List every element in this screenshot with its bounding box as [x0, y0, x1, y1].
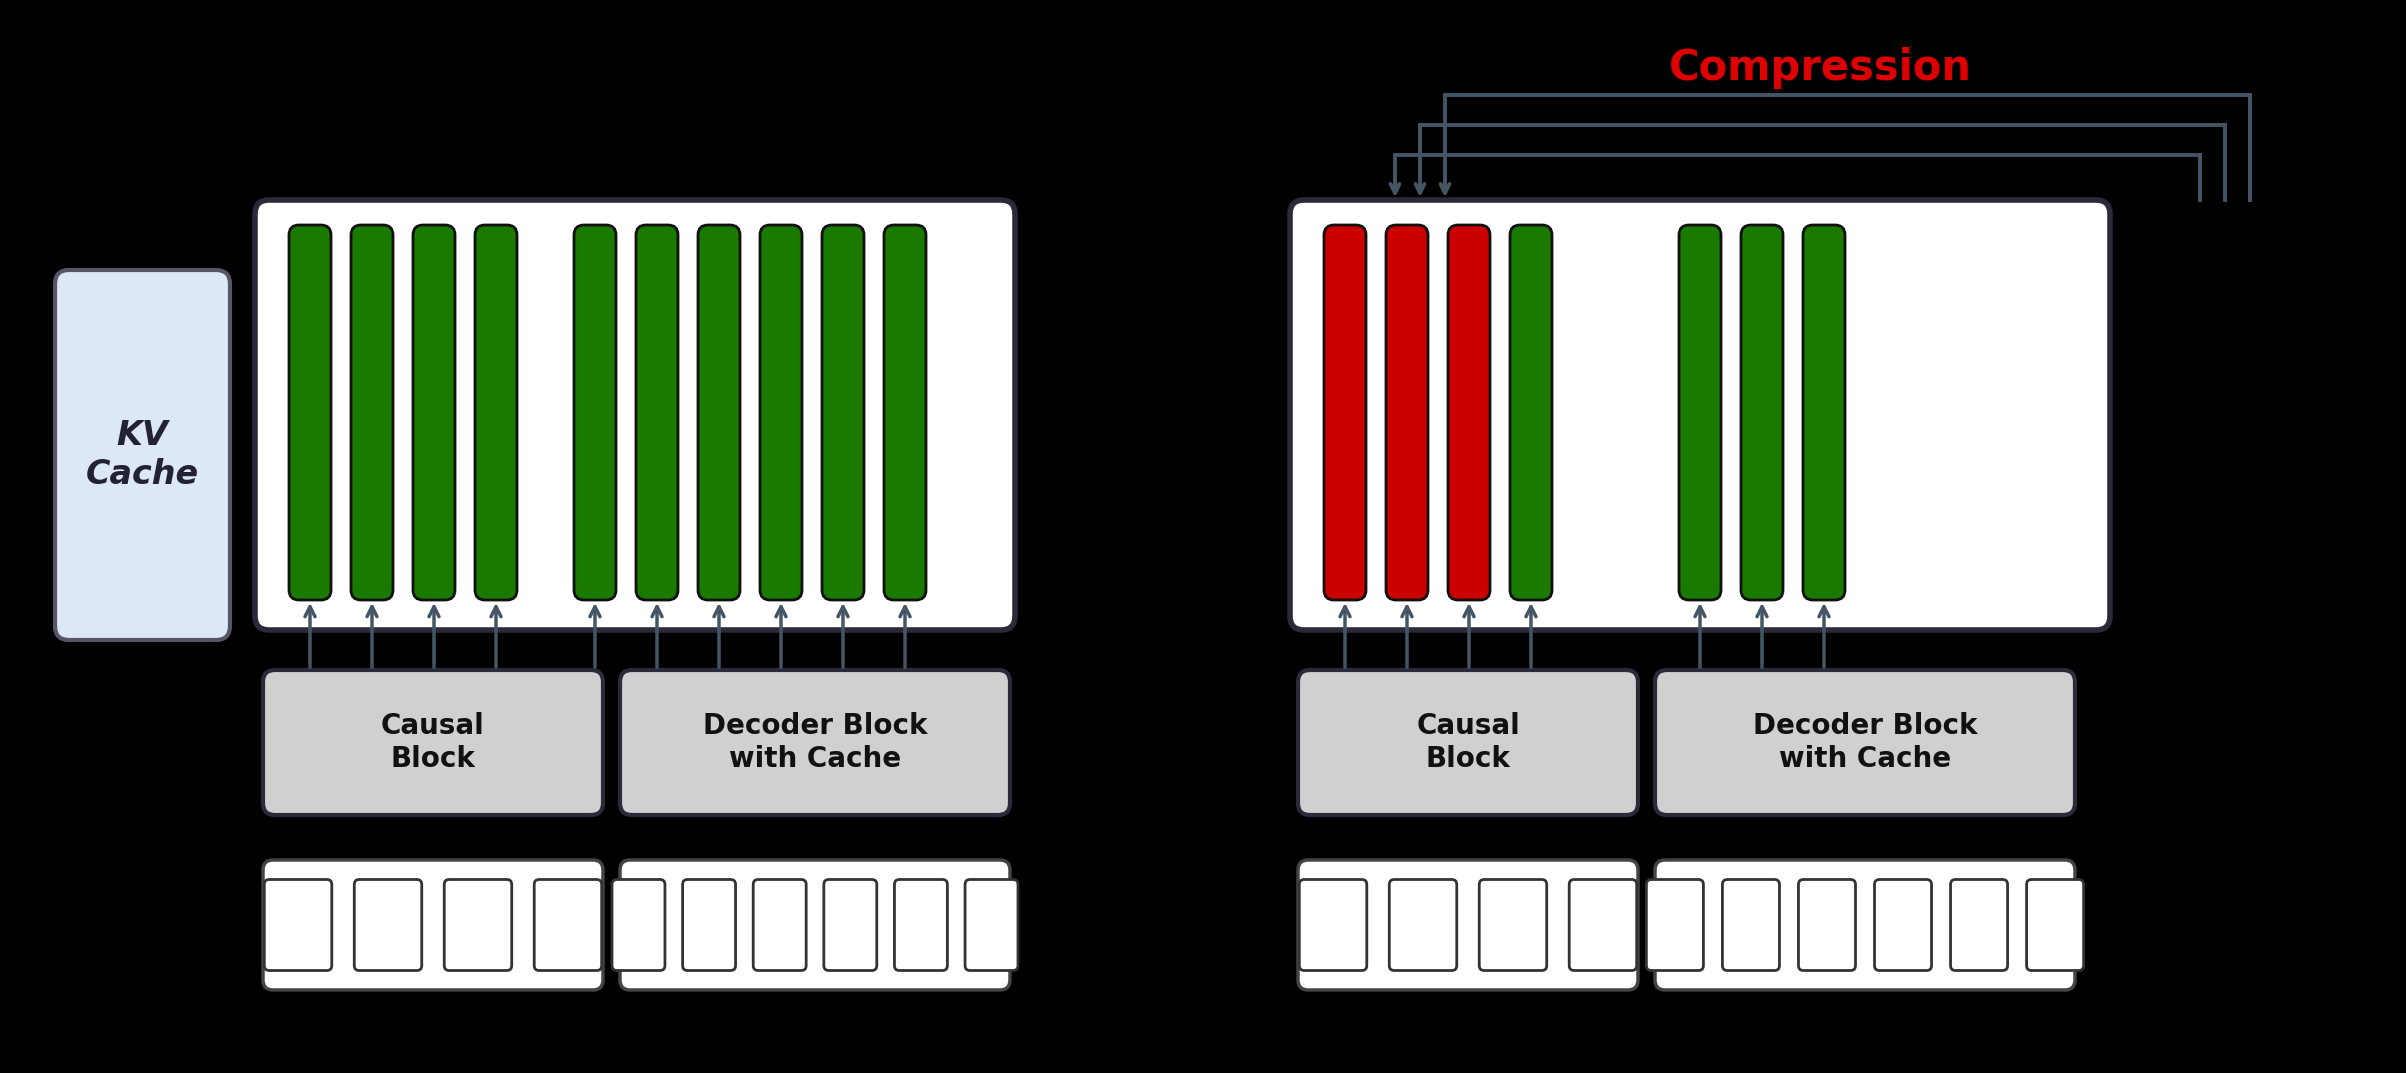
FancyBboxPatch shape — [414, 225, 455, 600]
FancyBboxPatch shape — [445, 880, 512, 970]
FancyBboxPatch shape — [635, 225, 678, 600]
FancyBboxPatch shape — [1297, 670, 1638, 815]
FancyBboxPatch shape — [1290, 200, 2110, 630]
FancyBboxPatch shape — [965, 880, 1018, 970]
FancyBboxPatch shape — [262, 859, 604, 990]
FancyBboxPatch shape — [55, 270, 231, 640]
FancyBboxPatch shape — [1297, 859, 1638, 990]
Text: Decoder Block
with Cache: Decoder Block with Cache — [703, 712, 926, 773]
FancyBboxPatch shape — [1742, 225, 1783, 600]
FancyBboxPatch shape — [883, 225, 926, 600]
Text: Causal
Block: Causal Block — [1417, 712, 1521, 773]
FancyBboxPatch shape — [575, 225, 616, 600]
FancyBboxPatch shape — [1655, 670, 2074, 815]
FancyBboxPatch shape — [1386, 225, 1429, 600]
FancyBboxPatch shape — [1323, 225, 1367, 600]
FancyBboxPatch shape — [823, 225, 864, 600]
FancyBboxPatch shape — [351, 225, 392, 600]
FancyBboxPatch shape — [1448, 225, 1489, 600]
FancyBboxPatch shape — [1951, 880, 2007, 970]
FancyBboxPatch shape — [1299, 880, 1367, 970]
FancyBboxPatch shape — [621, 859, 1011, 990]
FancyBboxPatch shape — [1802, 225, 1845, 600]
FancyBboxPatch shape — [1511, 225, 1552, 600]
FancyBboxPatch shape — [1655, 859, 2074, 990]
FancyBboxPatch shape — [1480, 880, 1547, 970]
FancyBboxPatch shape — [1679, 225, 1720, 600]
FancyBboxPatch shape — [621, 670, 1011, 815]
FancyBboxPatch shape — [683, 880, 736, 970]
FancyBboxPatch shape — [262, 670, 604, 815]
FancyBboxPatch shape — [823, 880, 876, 970]
FancyBboxPatch shape — [354, 880, 421, 970]
FancyBboxPatch shape — [760, 225, 801, 600]
Text: Causal
Block: Causal Block — [380, 712, 486, 773]
FancyBboxPatch shape — [534, 880, 602, 970]
FancyBboxPatch shape — [289, 225, 332, 600]
FancyBboxPatch shape — [895, 880, 948, 970]
FancyBboxPatch shape — [1797, 880, 1855, 970]
FancyBboxPatch shape — [1388, 880, 1456, 970]
FancyBboxPatch shape — [698, 225, 741, 600]
Text: Compression: Compression — [1667, 47, 1971, 89]
FancyBboxPatch shape — [265, 880, 332, 970]
FancyBboxPatch shape — [1569, 880, 1636, 970]
FancyBboxPatch shape — [1874, 880, 1932, 970]
FancyBboxPatch shape — [474, 225, 517, 600]
Text: KV
Cache: KV Cache — [87, 420, 200, 490]
FancyBboxPatch shape — [753, 880, 806, 970]
FancyBboxPatch shape — [1646, 880, 1703, 970]
FancyBboxPatch shape — [255, 200, 1015, 630]
FancyBboxPatch shape — [611, 880, 664, 970]
Text: Decoder Block
with Cache: Decoder Block with Cache — [1752, 712, 1978, 773]
FancyBboxPatch shape — [1723, 880, 1780, 970]
FancyBboxPatch shape — [2026, 880, 2084, 970]
